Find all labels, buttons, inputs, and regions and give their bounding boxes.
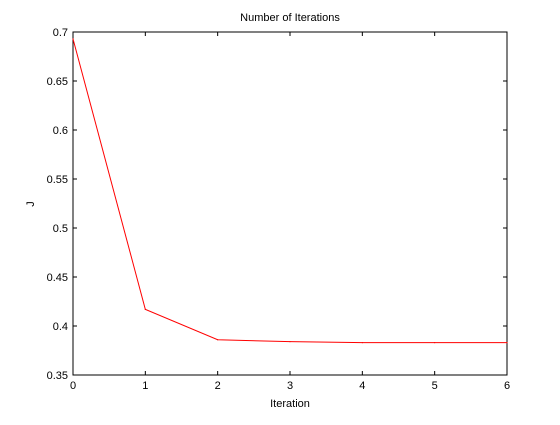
data-point bbox=[506, 342, 508, 344]
y-tick-label: 0.65 bbox=[47, 76, 68, 88]
data-point bbox=[361, 342, 363, 344]
y-axis-label: J bbox=[25, 201, 37, 207]
y-tick-label: 0.7 bbox=[53, 27, 68, 39]
data-point bbox=[434, 342, 436, 344]
y-tick-label: 0.6 bbox=[53, 125, 68, 137]
series-layer bbox=[72, 38, 508, 344]
data-point bbox=[144, 308, 146, 310]
x-tick-label: 5 bbox=[432, 380, 438, 392]
x-tick-label: 2 bbox=[215, 380, 221, 392]
y-tick-label: 0.35 bbox=[47, 370, 68, 382]
x-tick-label: 6 bbox=[504, 380, 510, 392]
data-point bbox=[217, 339, 219, 341]
chart-title: Number of Iterations bbox=[240, 12, 340, 24]
y-axis: 0.35 0.4 0.45 0.5 0.55 0.6 0.65 0.7 bbox=[47, 27, 507, 382]
plot-area bbox=[72, 31, 508, 376]
y-tick-label: 0.4 bbox=[53, 321, 68, 333]
y-tick-label: 0.45 bbox=[47, 272, 68, 284]
x-axis: 0 1 2 3 4 5 6 bbox=[70, 32, 510, 392]
x-tick-label: 1 bbox=[142, 380, 148, 392]
x-tick-label: 0 bbox=[70, 380, 76, 392]
y-tick-label: 0.5 bbox=[53, 223, 68, 235]
data-point bbox=[289, 341, 291, 343]
x-axis-label: Iteration bbox=[270, 398, 310, 410]
x-tick-label: 4 bbox=[359, 380, 365, 392]
x-tick-label: 3 bbox=[287, 380, 293, 392]
data-point bbox=[72, 38, 74, 40]
y-tick-label: 0.55 bbox=[47, 174, 68, 186]
